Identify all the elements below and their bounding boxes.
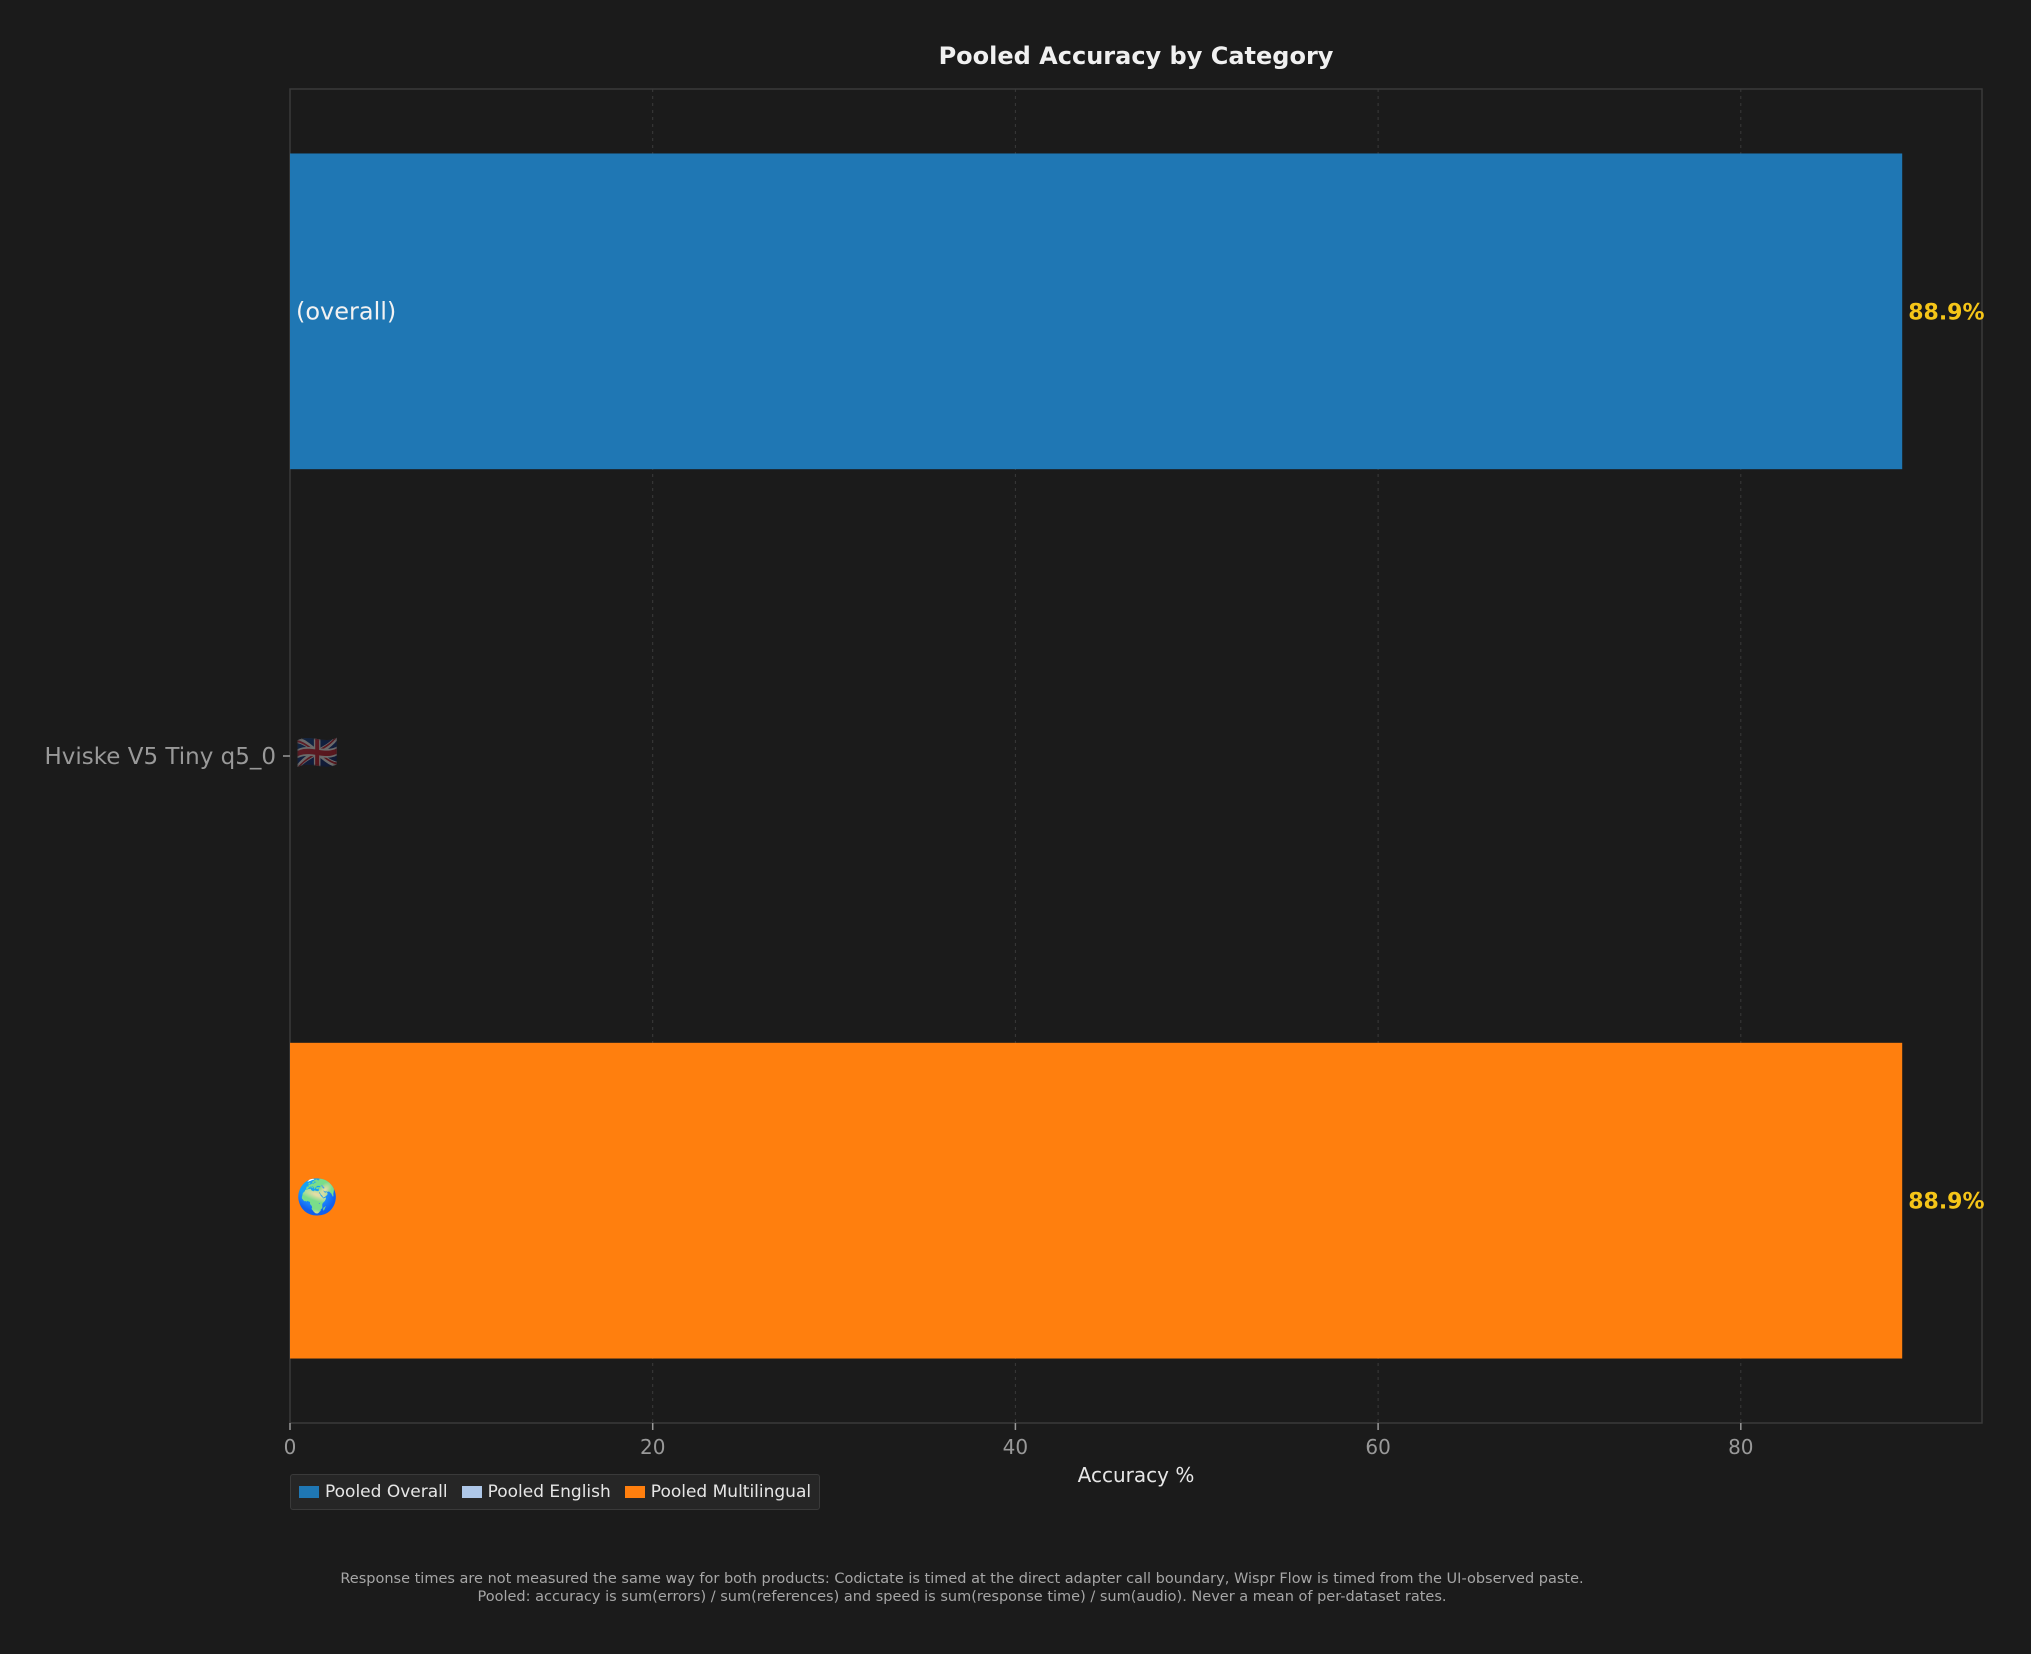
footnote-line-1: Response times are not measured the same…	[340, 1571, 1584, 1587]
footnote: Response times are not measured the same…	[0, 1570, 1924, 1606]
legend-item-multilingual: Pooled Multilingual	[624, 1482, 812, 1502]
bars: 88.9% (overall) 🇬🇧 88.9% 🌍	[290, 153, 1985, 1359]
x-axis-label: Accuracy %	[1078, 1463, 1195, 1487]
legend-item-english: Pooled English	[461, 1482, 611, 1502]
legend: Pooled Overall Pooled English Pooled Mul…	[290, 1474, 821, 1510]
x-tick-label: 80	[1728, 1435, 1753, 1459]
x-tick-label: 40	[1003, 1435, 1028, 1459]
x-ticks: 0 20 40 60 80	[284, 1423, 1754, 1459]
footnote-line-2: Pooled: accuracy is sum(errors) / sum(re…	[477, 1589, 1447, 1605]
bar-inner-label: 🌍	[296, 1178, 338, 1218]
value-label: 88.9%	[1908, 1190, 1984, 1215]
x-tick-label: 60	[1365, 1435, 1390, 1459]
value-label: 88.9%	[1908, 300, 1984, 325]
grid-lines	[652, 89, 1742, 1423]
bar-3	[290, 1042, 1903, 1359]
bar-inner-label: 🇬🇧	[296, 733, 338, 773]
bar-inner-label: (overall)	[296, 297, 396, 325]
x-tick-label: 0	[284, 1435, 297, 1459]
legend-swatch-english	[461, 1486, 482, 1498]
x-tick-label: 20	[640, 1435, 665, 1459]
legend-label-english: Pooled English	[487, 1482, 611, 1502]
legend-label-overall: Pooled Overall	[325, 1482, 448, 1502]
y-axis-model-label: Hviske V5 Tiny q5_0	[44, 744, 276, 770]
chart-title: Pooled Accuracy by Category	[939, 42, 1334, 70]
legend-swatch-overall	[299, 1486, 319, 1498]
legend-swatch-multilingual	[624, 1486, 645, 1498]
legend-item-overall: Pooled Overall	[299, 1482, 448, 1502]
legend-label-multilingual: Pooled Multilingual	[650, 1482, 812, 1502]
bar-1	[290, 153, 1903, 470]
